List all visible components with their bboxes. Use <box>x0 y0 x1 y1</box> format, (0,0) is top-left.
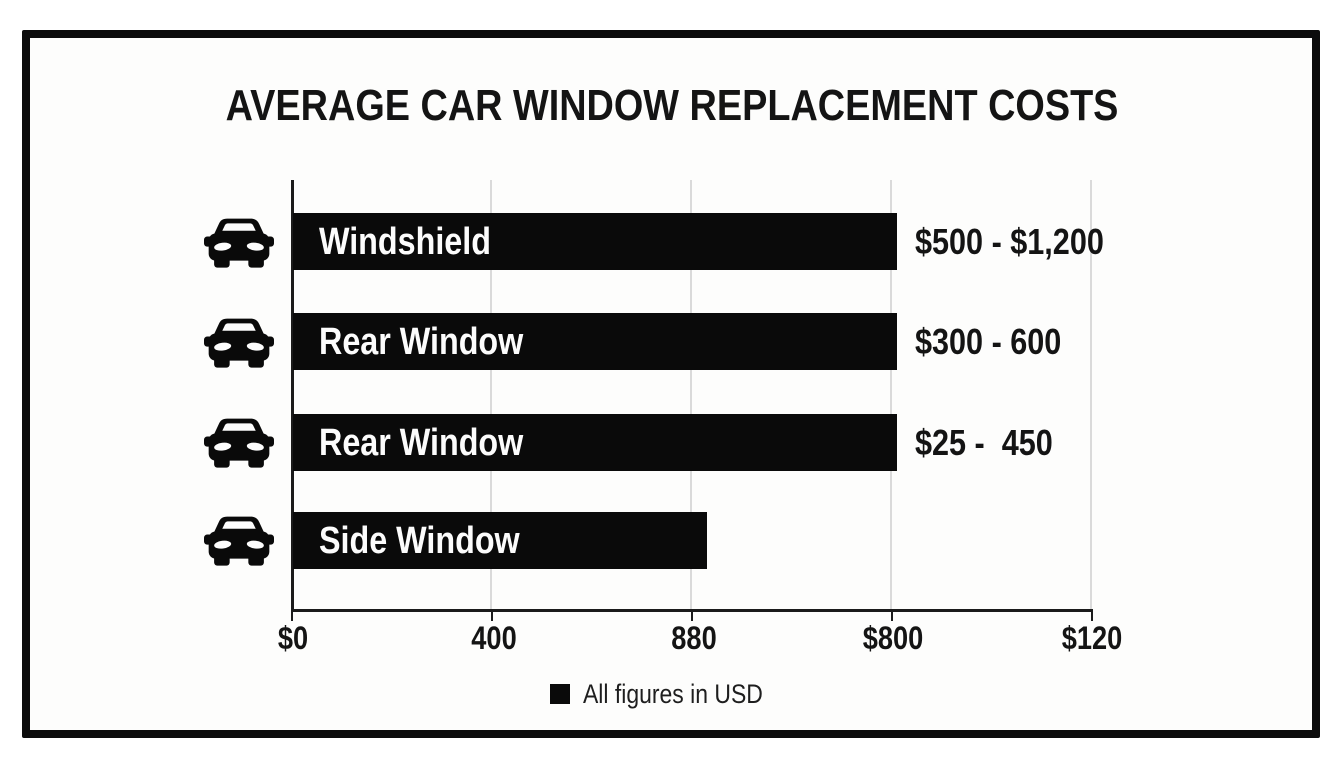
bar-side-window: Side Window <box>293 512 708 569</box>
x-axis-tick <box>891 612 893 621</box>
x-axis-tick <box>1091 612 1093 621</box>
value-label-text: $300 - 600 <box>915 320 1062 362</box>
value-label: $300 - 600 <box>915 313 1087 370</box>
value-label: $25 - 450 <box>915 414 1077 471</box>
car-icon <box>204 418 274 468</box>
x-axis-line <box>291 609 1093 612</box>
legend-swatch-square-icon <box>549 684 570 704</box>
gridline <box>890 180 892 609</box>
gridline <box>1090 180 1092 609</box>
gridline <box>490 180 492 609</box>
x-tick-label-text: $0 <box>277 620 309 656</box>
car-icon <box>204 218 274 268</box>
bar-row: Windshield <box>293 213 1093 270</box>
bar-windshield: Windshield <box>293 213 897 270</box>
x-axis-tick <box>291 612 293 621</box>
x-tick-label: 880 <box>667 621 720 655</box>
gridline <box>690 180 692 609</box>
x-axis-tick <box>491 612 493 621</box>
bar-row: Rear Window <box>293 414 1093 471</box>
bar-label: Side Window <box>319 519 520 562</box>
x-tick-label: 400 <box>467 621 520 655</box>
chart-title: AVERAGE CAR WINDOW REPLACEMENT COSTS <box>0 82 1344 130</box>
y-axis-line <box>291 180 294 612</box>
x-tick-label-text: $120 <box>1061 620 1123 656</box>
x-tick-label: $800 <box>857 621 928 655</box>
x-tick-label-text: $800 <box>862 620 924 656</box>
chart-title-text: AVERAGE CAR WINDOW REPLACEMENT COSTS <box>225 81 1119 130</box>
x-tick-label-text: 880 <box>671 620 717 656</box>
bar-label: Rear Window <box>319 421 524 464</box>
bar-row: Rear Window <box>293 313 1093 370</box>
bar-rear-window: Rear Window <box>293 414 897 471</box>
bar-label: Windshield <box>319 220 491 263</box>
legend-label: All figures in USD <box>582 678 763 709</box>
border-frame <box>22 30 1320 738</box>
x-axis-tick <box>691 612 693 621</box>
x-tick-label: $0 <box>275 621 311 655</box>
bar-rear-window: Rear Window <box>293 313 897 370</box>
bar-row: Side Window <box>293 512 1093 569</box>
value-label-text: $500 - $1,200 <box>915 220 1104 262</box>
car-icon <box>204 318 274 368</box>
legend: All figures in USD <box>0 678 1344 709</box>
value-label-text: $25 - 450 <box>915 421 1053 463</box>
value-label: $500 - $1,200 <box>915 213 1137 270</box>
x-tick-label-text: 400 <box>471 620 517 656</box>
bar-label: Rear Window <box>319 320 524 363</box>
car-icon <box>204 516 274 566</box>
x-tick-label: $120 <box>1056 621 1127 655</box>
